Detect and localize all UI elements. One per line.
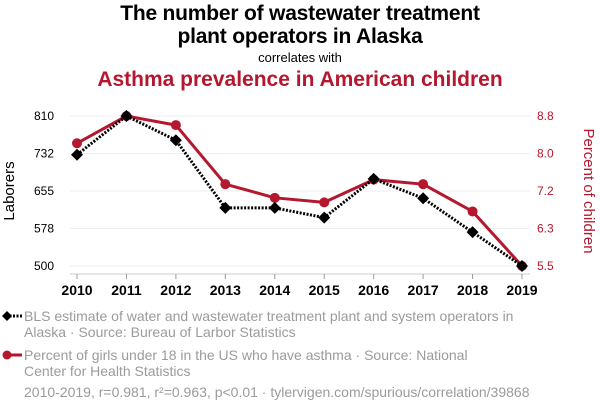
data-point-operators — [268, 201, 281, 214]
chart-title-line1: The number of wastewater treatment — [120, 2, 480, 25]
data-point-operators — [219, 201, 232, 214]
y-tick-label-left: 655 — [34, 184, 54, 198]
chart: 500 578 655 732 810 5.5 6.3 7.2 8.0 8.8 2010 2011… — [1, 109, 597, 298]
y-axis-left-label: Laborers — [1, 161, 18, 220]
y-tick-label-right: 8.8 — [537, 109, 554, 123]
data-point-operators — [367, 172, 380, 185]
x-tick-label: 2010 — [61, 282, 92, 298]
circle-solid-line-icon — [2, 350, 22, 360]
y-axis-right-label: Percent of children — [580, 128, 597, 253]
y-tick-label-right: 8.0 — [537, 147, 554, 161]
legend-text-asthma-line1: Percent of girls under 18 in the US who … — [24, 347, 468, 363]
data-point-asthma — [269, 192, 280, 203]
series-asthma-line — [76, 114, 524, 268]
x-tick-label: 2019 — [506, 282, 537, 298]
chart-title-secondary: Asthma prevalence in American children — [97, 68, 503, 91]
data-point-operators — [318, 211, 331, 224]
chart-title-line2: plant operators in Alaska — [177, 25, 423, 48]
y-tick-label-right: 5.5 — [537, 259, 554, 273]
x-tick-label: 2018 — [457, 282, 488, 298]
y-axis-left: 500 578 655 732 810 — [34, 109, 54, 273]
x-tick-label: 2012 — [160, 282, 191, 298]
x-tick-label: 2015 — [309, 282, 340, 298]
y-tick-label-right: 6.3 — [537, 222, 554, 236]
data-point-asthma — [72, 138, 82, 149]
gridlines — [70, 115, 530, 267]
x-tick-label: 2017 — [408, 282, 439, 298]
legend-text-operators-line1: BLS estimate of water and wastewater tre… — [24, 308, 514, 324]
x-tick-label: 2013 — [210, 282, 241, 298]
data-point-asthma — [170, 120, 181, 131]
y-tick-label-right: 7.2 — [537, 184, 554, 198]
x-tick-label: 2016 — [358, 282, 389, 298]
x-tick-label: 2011 — [111, 282, 142, 298]
chart-title: The number of wastewater treatment plant… — [0, 2, 600, 48]
y-tick-label-left: 500 — [34, 259, 54, 273]
series-operators — [71, 110, 528, 272]
x-tick-label: 2014 — [259, 282, 290, 298]
data-point-operators — [71, 148, 83, 161]
data-point-asthma — [418, 179, 429, 190]
data-point-asthma — [467, 206, 478, 217]
legend-text-asthma-line2: Center for Health Statistics — [24, 363, 191, 379]
y-tick-label-left: 810 — [34, 109, 54, 123]
y-tick-label-left: 578 — [34, 222, 54, 236]
legend-item-asthma: Percent of girls under 18 in the US who … — [2, 347, 564, 379]
y-axis-right: 5.5 6.3 7.2 8.0 8.8 — [537, 109, 554, 273]
y-tick-label-left: 732 — [34, 147, 54, 161]
data-point-asthma — [220, 179, 231, 190]
data-point-operators — [466, 226, 479, 239]
diamond-dotted-line-icon — [2, 311, 22, 321]
x-axis: 2010 2011 2012 2013 2014 2015 2016 2017 2018 2019 — [61, 273, 538, 298]
footer-stats: 2010-2019, r=0.981, r²=0.963, p<0.01 · t… — [24, 384, 530, 400]
legend-item-operators: BLS estimate of water and wastewater tre… — [2, 308, 564, 340]
chart-subtitle: correlates with — [258, 50, 342, 65]
data-point-operators — [120, 110, 133, 122]
data-point-operators — [417, 192, 430, 205]
legend-text-operators-line2: Alaska · Source: Bureau of Larbor Statis… — [24, 324, 296, 340]
data-point-operators — [516, 260, 528, 272]
data-point-operators — [169, 134, 182, 147]
data-point-asthma — [319, 197, 330, 208]
